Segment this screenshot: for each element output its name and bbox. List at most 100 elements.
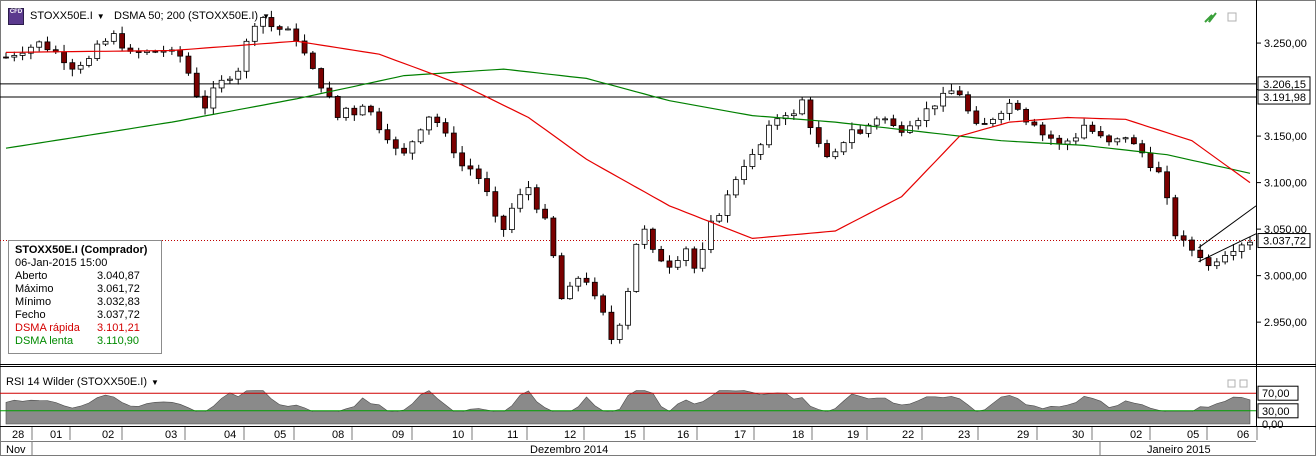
y-tick-label: 3.250,00 bbox=[1264, 38, 1307, 50]
candle-body bbox=[583, 277, 590, 283]
candle-body bbox=[633, 243, 640, 292]
info-row-value: 3.061,72 bbox=[97, 283, 140, 295]
candle-body bbox=[44, 41, 51, 51]
cfd-logo-icon: CFD bbox=[8, 8, 24, 25]
candle-body bbox=[948, 90, 955, 94]
candle-body bbox=[227, 78, 233, 81]
candle-body bbox=[608, 311, 615, 340]
candle-body bbox=[956, 90, 963, 96]
candle-body bbox=[508, 207, 515, 230]
x-tick-label: 02 bbox=[102, 429, 114, 441]
candle-body bbox=[401, 147, 407, 154]
rsi-label: RSI 14 Wilder (STOXX50E.I) bbox=[6, 376, 148, 388]
candle-body bbox=[1247, 241, 1253, 246]
candle-body bbox=[202, 95, 208, 109]
candle-body bbox=[1072, 137, 1079, 142]
x-tick-label: 30 bbox=[1072, 429, 1084, 441]
candle-body bbox=[741, 166, 748, 181]
dsma-fast-line bbox=[5, 40, 1251, 240]
candle-body bbox=[732, 179, 739, 196]
candle-body bbox=[1205, 257, 1212, 267]
trend-up-icon bbox=[1204, 12, 1217, 23]
candle-body bbox=[500, 215, 507, 230]
candle-body bbox=[475, 168, 482, 179]
trend-channel-upper bbox=[1198, 205, 1257, 249]
candle-body bbox=[865, 124, 872, 134]
dsma-slow-line bbox=[5, 68, 1251, 174]
candle-body bbox=[434, 116, 441, 123]
candle-body bbox=[384, 129, 391, 141]
candle-body bbox=[973, 110, 980, 124]
candle-body bbox=[1130, 137, 1137, 145]
candle-body bbox=[268, 17, 275, 28]
info-row: Máximo 3.061,72 bbox=[15, 283, 155, 296]
candle-body bbox=[11, 55, 18, 58]
x-tick-label: 10 bbox=[452, 429, 464, 441]
x-tick-label: 01 bbox=[50, 429, 62, 441]
candle-body bbox=[36, 41, 43, 48]
month-label: Nov bbox=[6, 444, 26, 456]
price-box-label: 3.206,15 bbox=[1263, 79, 1306, 91]
x-tick-label: 05 bbox=[1187, 429, 1199, 441]
candle-body bbox=[343, 107, 349, 118]
candle-body bbox=[1230, 251, 1237, 256]
candle-body bbox=[683, 248, 689, 261]
candle-body bbox=[1048, 134, 1054, 139]
month-label: Janeiro 2015 bbox=[1147, 444, 1211, 456]
x-tick-label: 22 bbox=[902, 429, 914, 441]
rsi-selector[interactable]: RSI 14 Wilder (STOXX50E.I) ▼ bbox=[6, 376, 159, 388]
candle-body bbox=[1064, 140, 1071, 145]
candle-body bbox=[907, 125, 913, 133]
candle-body bbox=[857, 129, 864, 134]
candle-body bbox=[61, 51, 67, 64]
indicator-selector[interactable]: DSMA 50; 200 (STOXX50E.I) ▼ bbox=[114, 6, 270, 26]
candle-body bbox=[691, 248, 698, 269]
price-box bbox=[1257, 89, 1311, 105]
candle-body bbox=[1155, 167, 1162, 173]
candle-body bbox=[1139, 143, 1146, 154]
candle-body bbox=[965, 94, 971, 112]
candle-body bbox=[102, 40, 109, 45]
candle-body bbox=[1014, 102, 1021, 110]
candle-body bbox=[616, 324, 623, 340]
candle-body bbox=[276, 26, 283, 30]
candle-body bbox=[1122, 137, 1129, 140]
trend-channel-lower bbox=[1198, 233, 1257, 263]
x-tick-label: 05 bbox=[274, 429, 286, 441]
candle-body bbox=[840, 142, 847, 153]
candle-body bbox=[600, 295, 607, 313]
x-tick-label: 06 bbox=[1237, 429, 1249, 441]
x-tick-label: 29 bbox=[1017, 429, 1029, 441]
candle-body bbox=[77, 64, 84, 70]
candle-body bbox=[27, 46, 34, 54]
info-row: Aberto 3.040,87 bbox=[15, 270, 155, 283]
info-row-label: Mínimo bbox=[15, 296, 52, 308]
candle-body bbox=[666, 260, 673, 268]
candle-body bbox=[1031, 121, 1038, 126]
candle-body bbox=[1147, 152, 1154, 168]
info-title: STOXX50E.I (Comprador) bbox=[15, 244, 148, 256]
candle-body bbox=[1097, 131, 1104, 137]
restore-icon bbox=[1227, 379, 1236, 388]
candle-body bbox=[981, 123, 988, 125]
candle-body bbox=[69, 62, 76, 70]
candle-body bbox=[873, 118, 880, 126]
info-date: 06-Jan-2015 15:00 bbox=[15, 257, 108, 269]
candle-body bbox=[243, 40, 250, 72]
symbol-selector[interactable]: STOXX50E.I ▼ bbox=[30, 6, 105, 26]
candle-body bbox=[849, 129, 855, 144]
candle-body bbox=[649, 228, 656, 250]
candle-body bbox=[1081, 124, 1088, 139]
candle-body bbox=[426, 116, 432, 131]
rsi-area bbox=[5, 390, 1251, 425]
candle-body bbox=[1238, 244, 1245, 252]
candle-body bbox=[1106, 135, 1112, 143]
candle-body bbox=[1114, 138, 1121, 143]
info-row-value: 3.040,87 bbox=[97, 270, 140, 282]
symbol-label: STOXX50E.I bbox=[30, 10, 93, 22]
candle-body bbox=[1089, 124, 1096, 132]
y-tick-label: 3.100,00 bbox=[1264, 178, 1307, 190]
info-row-value: 3.110,90 bbox=[97, 335, 140, 347]
candle-body bbox=[260, 17, 266, 27]
